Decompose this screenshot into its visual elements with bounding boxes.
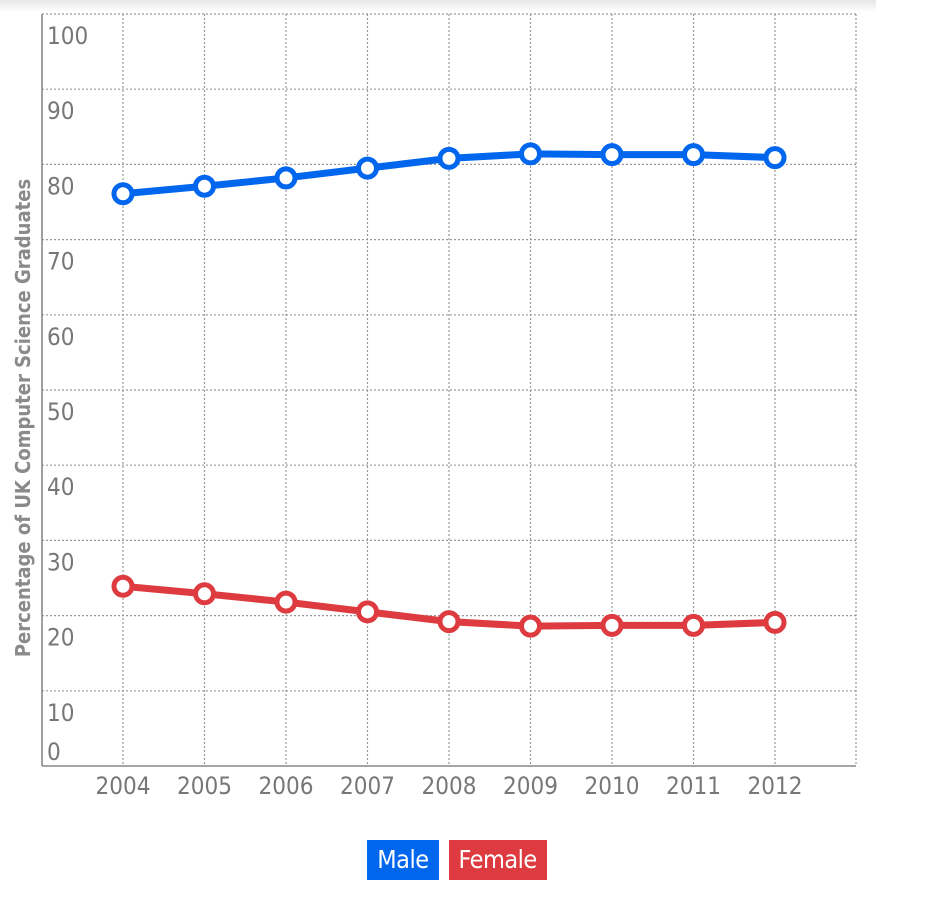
y-tick-label: 60 (47, 323, 74, 351)
x-tick-label: 2007 (340, 772, 395, 800)
data-point-male (274, 166, 298, 190)
top-shadow (0, 0, 876, 12)
x-tick-label: 2012 (748, 772, 803, 800)
data-point-male (193, 174, 216, 198)
y-axis-label: Percentage of UK Computer Science Gradua… (11, 179, 35, 657)
data-point-female (193, 582, 216, 606)
tick-labels: 0 10 20 30 40 50 60 70 80 90 100 2004 2005 2006 2007 20… (47, 22, 802, 800)
legend-item-male[interactable]: Male (367, 840, 439, 880)
legend: Male Female (0, 840, 914, 880)
series (111, 142, 787, 638)
y-tick-label: 30 (47, 548, 74, 576)
data-point-male (111, 182, 135, 206)
data-point-female (519, 614, 542, 638)
data-point-female (274, 590, 298, 614)
data-point-male (600, 143, 624, 167)
data-point-female (763, 610, 787, 634)
data-point-male (437, 146, 461, 170)
y-tick-label: 10 (47, 699, 74, 727)
data-point-female (437, 610, 461, 634)
data-point-male (519, 142, 542, 166)
y-tick-label: 80 (47, 172, 74, 200)
x-tick-label: 2006 (259, 772, 314, 800)
data-point-female (682, 613, 705, 637)
grid (42, 13, 857, 766)
y-tick-label: 0 (47, 738, 61, 766)
x-tick-label: 2005 (177, 772, 232, 800)
x-tick-label: 2008 (422, 772, 477, 800)
y-tick-label: 90 (47, 97, 74, 125)
y-tick-label: 20 (47, 624, 74, 652)
y-tick-label: 100 (47, 22, 88, 50)
data-point-female (600, 613, 624, 637)
data-point-male (356, 156, 379, 180)
legend-item-female[interactable]: Female (448, 840, 547, 880)
data-point-male (682, 143, 705, 167)
x-tick-label: 2009 (503, 772, 558, 800)
x-tick-label: 2011 (666, 772, 721, 800)
y-tick-label: 50 (47, 398, 74, 426)
y-tick-label: 70 (47, 248, 74, 276)
x-tick-label: 2004 (96, 772, 151, 800)
data-point-female (111, 574, 135, 598)
axes (41, 14, 856, 767)
data-point-male (763, 146, 787, 170)
line-chart: 0 10 20 30 40 50 60 70 80 90 100 2004 2005 2006 2007 20… (11, 13, 857, 800)
x-tick-label: 2010 (585, 772, 640, 800)
data-point-female (356, 600, 379, 624)
y-tick-label: 40 (47, 473, 74, 501)
